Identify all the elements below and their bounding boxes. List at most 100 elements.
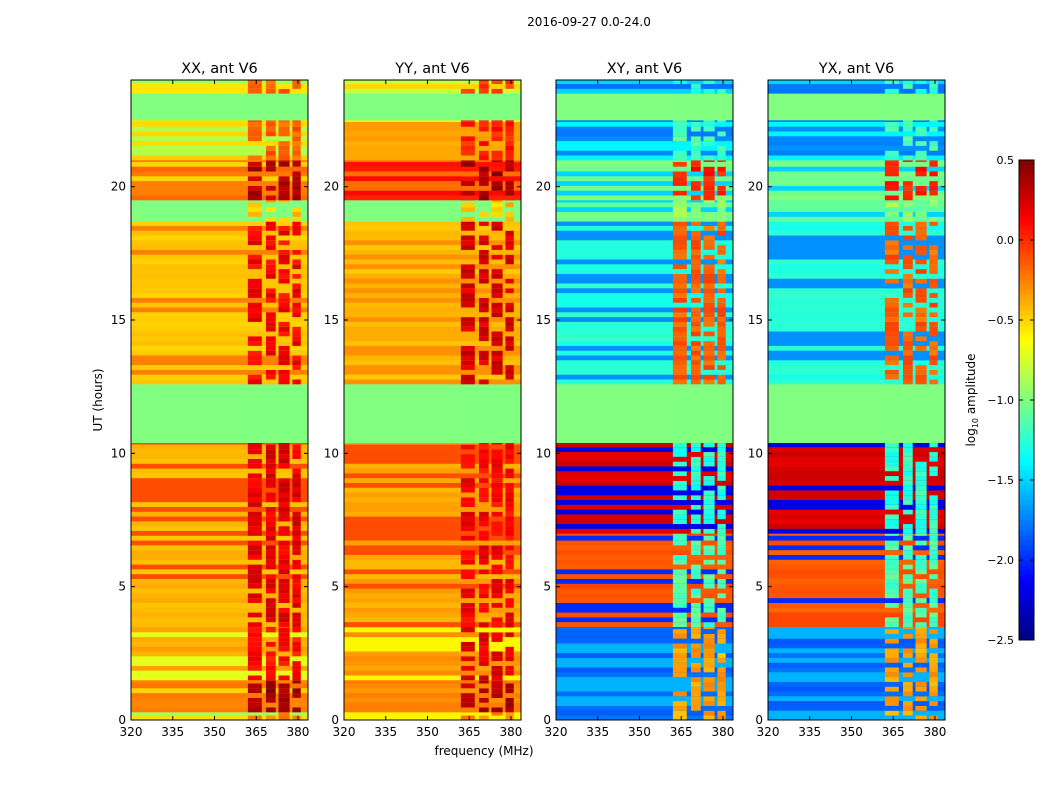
heatmap-cell-rfi	[902, 83, 913, 89]
heatmap-cell-rfi	[505, 336, 514, 342]
colorbar-segment	[1019, 230, 1034, 236]
heatmap-cell-rfi	[672, 350, 687, 356]
heatmap-cell-rfi	[478, 268, 489, 274]
heatmap-cell-rfi	[292, 636, 301, 642]
heatmap-cell-rfi	[690, 451, 701, 457]
heatmap-cell-rfi	[247, 121, 262, 127]
heatmap-cell-rfi	[505, 100, 514, 106]
heatmap-cell-rfi	[717, 126, 726, 132]
heatmap-cell-rfi	[247, 268, 262, 274]
heatmap-cell-rfi	[247, 602, 262, 608]
heatmap-cell-rfi	[672, 288, 687, 294]
heatmap-cell-rfi	[915, 331, 927, 337]
heatmap-cell-rfi	[672, 80, 687, 85]
heatmap-cell	[768, 583, 945, 589]
heatmap-cell-rfi	[902, 583, 913, 589]
heatmap-cell	[344, 211, 521, 217]
heatmap-cell-rfi	[460, 176, 475, 182]
heatmap-cell	[131, 453, 308, 459]
heatmap-cell-rfi	[717, 336, 726, 342]
heatmap-cell	[768, 202, 945, 208]
heatmap-cell-rfi	[265, 554, 276, 560]
heatmap-cell	[131, 487, 308, 493]
heatmap-cell	[131, 259, 308, 265]
heatmap-cell-rfi	[478, 675, 489, 681]
heatmap-cell-rfi	[505, 692, 514, 698]
heatmap-cell-rfi	[478, 83, 489, 89]
heatmap-cell-rfi	[884, 676, 899, 682]
heatmap-cell-rfi	[505, 617, 514, 623]
heatmap-cell-rfi	[717, 470, 726, 477]
heatmap-cell-rfi	[902, 602, 913, 608]
heatmap-cell	[768, 626, 945, 630]
heatmap-cell-rfi	[717, 428, 726, 434]
heatmap-cell-rfi	[717, 150, 726, 156]
heatmap-cell-rfi	[703, 545, 715, 551]
heatmap-cell-rfi	[247, 665, 262, 671]
heatmap-cell	[344, 511, 521, 517]
heatmap-cell-rfi	[672, 648, 687, 654]
heatmap-cell	[768, 593, 945, 599]
heatmap-cell-rfi	[491, 321, 503, 327]
heatmap-cell-rfi	[690, 433, 701, 439]
heatmap-cell-rfi	[278, 374, 290, 380]
heatmap-cell-rfi	[478, 283, 489, 289]
heatmap-cell-rfi	[672, 626, 687, 630]
heatmap-cell-rfi	[884, 588, 899, 594]
heatmap-cell-rfi	[672, 607, 687, 613]
heatmap-cell-rfi	[278, 120, 290, 122]
heatmap-cell	[556, 216, 733, 222]
heatmap-cell-rfi	[902, 200, 913, 203]
heatmap-cell-rfi	[478, 273, 489, 279]
heatmap-cell-rfi	[717, 221, 726, 226]
heatmap-cell-rfi	[690, 206, 701, 213]
heatmap-cell-rfi	[278, 497, 290, 503]
heatmap-cell-rfi	[884, 696, 899, 702]
colorbar-segment	[1019, 595, 1034, 601]
heatmap-cell-rfi	[703, 442, 715, 448]
heatmap-cell-rfi	[460, 660, 475, 666]
heatmap-cell-rfi	[265, 345, 276, 351]
heatmap-cell-rfi	[929, 418, 938, 424]
heatmap-cell	[768, 686, 945, 692]
heatmap-cell-rfi	[915, 691, 927, 697]
heatmap-cell-rfi	[278, 680, 290, 684]
heatmap-cell-rfi	[265, 612, 276, 618]
heatmap-cell	[768, 364, 945, 370]
heatmap-cell-rfi	[247, 254, 262, 260]
heatmap-cell-rfi	[491, 302, 503, 308]
heatmap-cell-rfi	[929, 643, 938, 649]
y-tick-label: 0	[755, 713, 763, 727]
heatmap-cell-rfi	[672, 470, 687, 477]
heatmap-cell	[768, 485, 945, 491]
heatmap-cell-rfi	[265, 641, 276, 647]
heatmap-cell-rfi	[703, 216, 715, 222]
heatmap-cell-rfi	[929, 715, 938, 721]
heatmap-cell-rfi	[884, 355, 899, 361]
heatmap-cell-rfi	[929, 564, 938, 570]
x-tick-label: 320	[333, 725, 356, 739]
heatmap-cell-rfi	[292, 96, 301, 102]
heatmap-cell-rfi	[929, 437, 938, 443]
heatmap-cell-rfi	[478, 110, 489, 116]
heatmap-cell	[556, 583, 733, 589]
heatmap-cell-rfi	[884, 190, 899, 196]
heatmap-cell-rfi	[717, 499, 726, 505]
heatmap-cell-rfi	[690, 145, 701, 151]
heatmap-cell-rfi	[703, 394, 715, 400]
heatmap-cell-rfi	[717, 316, 726, 322]
heatmap-cell-rfi	[672, 428, 687, 434]
heatmap-cell-rfi	[265, 150, 276, 156]
heatmap-cell-rfi	[278, 88, 290, 94]
heatmap-cell-rfi	[505, 516, 514, 522]
heatmap-cell	[131, 680, 308, 684]
heatmap-cell-rfi	[672, 140, 687, 146]
heatmap-cell-rfi	[690, 93, 701, 97]
heatmap-cell-rfi	[915, 230, 927, 236]
heatmap-cell-rfi	[717, 249, 726, 255]
heatmap-cell	[556, 379, 733, 385]
heatmap-cell	[556, 533, 733, 536]
heatmap-cell-rfi	[929, 554, 938, 560]
heatmap-cell-rfi	[672, 588, 687, 594]
heatmap-cell	[556, 672, 733, 678]
